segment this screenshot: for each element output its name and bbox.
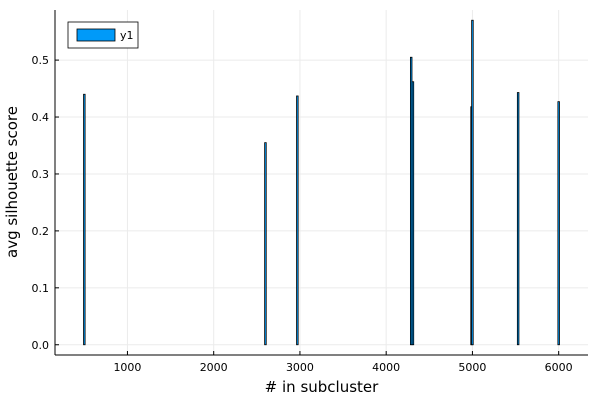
bars [83,19,560,346]
y-tick-label: 0.2 [32,225,50,238]
bar [557,101,560,346]
bar [471,19,474,346]
grid [55,10,588,355]
axes [54,10,588,356]
x-tick-label: 2000 [200,361,228,374]
bar [411,81,415,346]
bar [516,92,520,346]
y-axis-title: avg silhouette score [3,106,21,258]
bar [296,95,299,346]
x-tick-label: 4000 [372,361,400,374]
y-tick-label: 0.0 [32,339,50,352]
bar [83,93,86,346]
legend-swatch [76,28,116,42]
x-axis-title: # in subcluster [265,378,379,396]
y-tick-label: 0.5 [32,54,50,67]
x-tick-label: 5000 [458,361,486,374]
x-tick-label: 6000 [545,361,573,374]
y-ticks: 0.0 0.1 0.2 0.3 0.4 0.5 [32,54,59,352]
x-tick-label: 3000 [286,361,314,374]
y-tick-label: 0.1 [32,282,50,295]
y-tick-label: 0.3 [32,168,50,181]
legend-label: y1 [120,29,134,42]
x-ticks: 1000 2000 3000 4000 5000 6000 [113,351,573,374]
bar [264,142,267,346]
x-tick-label: 1000 [113,361,141,374]
y-tick-label: 0.4 [32,111,50,124]
legend: y1 [67,21,139,49]
